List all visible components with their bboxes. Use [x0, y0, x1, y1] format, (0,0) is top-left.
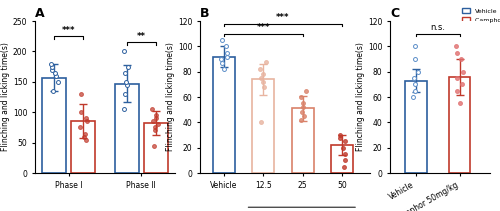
Point	[257, 76, 265, 80]
Point	[220, 68, 228, 71]
Point	[77, 111, 85, 114]
Point	[259, 73, 267, 76]
Point	[217, 57, 225, 61]
Y-axis label: Flinching and licking time(s): Flinching and licking time(s)	[1, 43, 10, 151]
Point	[222, 45, 230, 48]
Point	[152, 126, 160, 129]
Point	[82, 138, 90, 141]
Bar	[144, 123, 168, 173]
Point	[82, 117, 90, 120]
Bar	[405, 81, 427, 173]
Point	[302, 89, 310, 92]
Point	[458, 57, 466, 61]
Text: B: B	[200, 7, 209, 20]
Bar	[42, 78, 66, 173]
Point	[218, 38, 226, 42]
Point	[411, 89, 419, 92]
Point	[452, 45, 460, 48]
Point	[297, 95, 305, 99]
Point	[256, 121, 264, 124]
Point	[298, 118, 306, 122]
Point	[54, 80, 62, 84]
Text: ***: ***	[62, 26, 76, 35]
Point	[222, 55, 230, 58]
Point	[262, 60, 270, 63]
Point	[47, 62, 55, 65]
Point	[123, 83, 131, 87]
Point	[148, 108, 156, 111]
Point	[218, 61, 226, 65]
Point	[51, 71, 59, 74]
Point	[260, 85, 268, 89]
Point	[48, 68, 56, 71]
Bar	[332, 145, 353, 173]
Point	[50, 89, 58, 93]
Point	[454, 51, 462, 54]
Point	[341, 159, 349, 162]
Point	[453, 89, 461, 92]
Text: A: A	[35, 7, 44, 20]
Text: ***: ***	[276, 13, 290, 22]
Bar	[71, 121, 96, 173]
Point	[341, 152, 349, 156]
Point	[339, 146, 347, 149]
Point	[409, 95, 417, 99]
Point	[414, 70, 422, 73]
Point	[410, 76, 418, 80]
Point	[150, 120, 158, 123]
Point	[52, 74, 60, 77]
Point	[150, 129, 158, 132]
Point	[152, 117, 160, 120]
Point	[80, 135, 88, 138]
Bar	[252, 79, 274, 173]
Point	[120, 50, 128, 53]
Point	[121, 92, 129, 96]
Point	[83, 120, 91, 123]
Point	[222, 51, 230, 54]
Bar	[114, 84, 139, 173]
Point	[299, 106, 307, 109]
Point	[259, 80, 267, 84]
Point	[336, 136, 344, 139]
Point	[300, 114, 308, 118]
Point	[77, 92, 85, 96]
Point	[458, 83, 466, 86]
Point	[456, 102, 464, 105]
Point	[150, 144, 158, 147]
Point	[76, 126, 84, 129]
Y-axis label: Flinching and licking time(s): Flinching and licking time(s)	[166, 43, 175, 151]
Point	[340, 165, 348, 168]
Text: n.s.: n.s.	[430, 23, 446, 32]
Point	[452, 76, 460, 80]
Point	[154, 123, 162, 126]
Point	[48, 65, 56, 68]
Point	[410, 45, 418, 48]
Bar	[448, 77, 470, 173]
Text: C: C	[390, 7, 399, 20]
Point	[299, 102, 307, 105]
Point	[256, 68, 264, 71]
Point	[459, 70, 467, 73]
Point	[341, 140, 349, 143]
Legend: Vehicle, Camphor 50mg/kg: Vehicle, Camphor 50mg/kg	[460, 6, 500, 25]
Text: **: **	[136, 32, 145, 41]
Point	[120, 108, 128, 111]
Point	[122, 80, 130, 84]
Text: ***: ***	[256, 23, 270, 32]
Point	[411, 57, 419, 61]
Point	[124, 65, 132, 68]
Point	[152, 114, 160, 117]
Y-axis label: Flinching and licking time(s): Flinching and licking time(s)	[356, 43, 365, 151]
Bar	[213, 57, 234, 173]
Point	[81, 132, 89, 135]
Point	[121, 71, 129, 74]
Point	[336, 133, 344, 137]
Point	[412, 83, 420, 86]
Point	[298, 111, 306, 114]
Bar	[292, 108, 314, 173]
